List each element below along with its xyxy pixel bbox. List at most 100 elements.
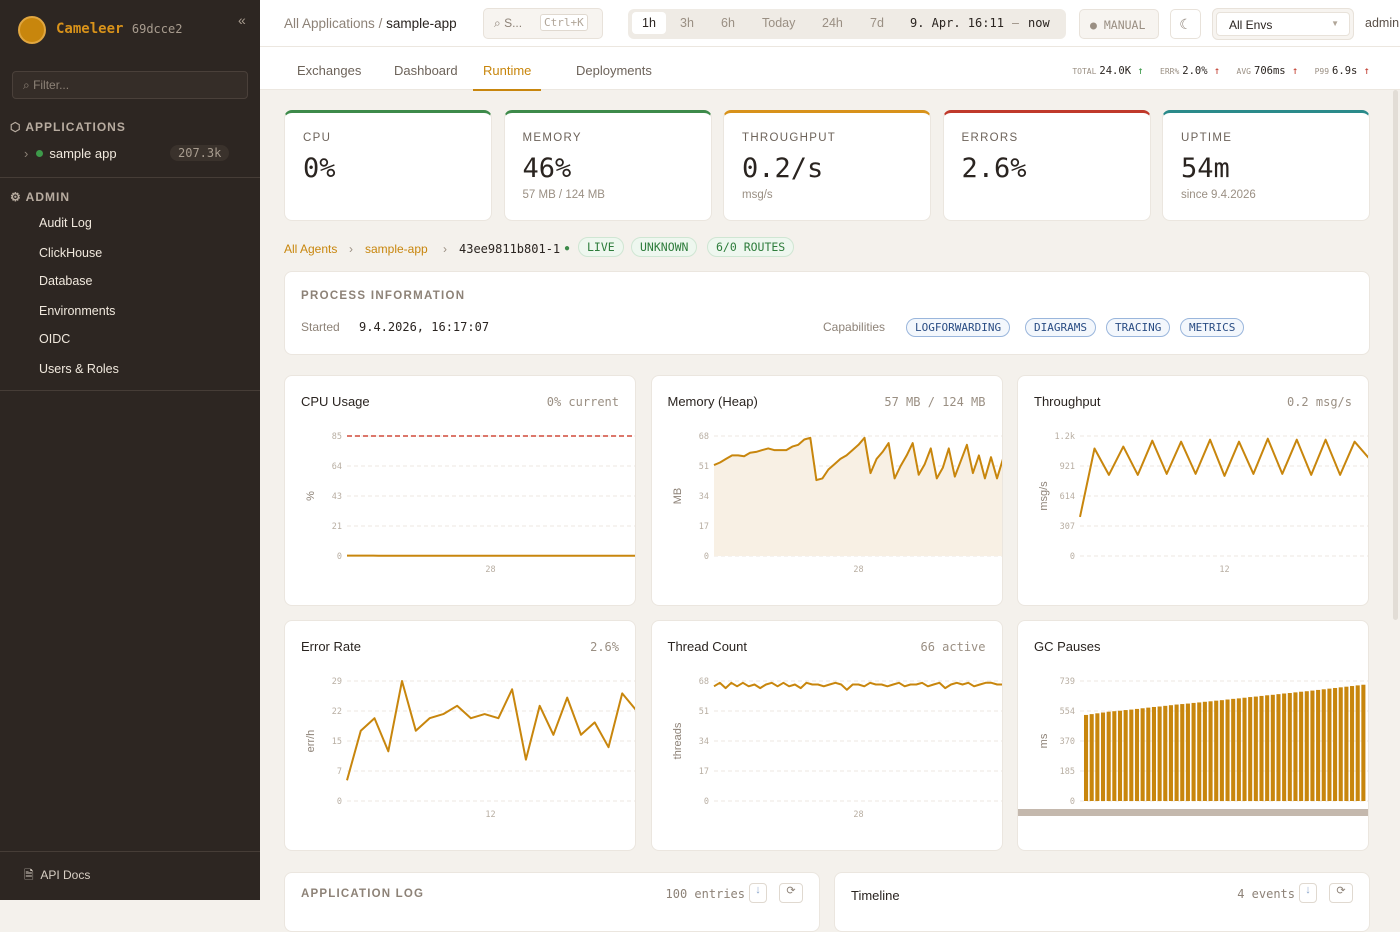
kpi-value: 0.2/s [742,153,823,184]
y-tick-label: 0 [337,797,342,807]
scroll-down-icon[interactable]: ↓ [1299,883,1317,903]
p99-label: P99 [1315,67,1329,76]
tab-deployments[interactable]: Deployments [576,63,652,78]
cameleer-logo [18,16,46,44]
api-docs-link[interactable]: 🗎 API Docs [24,866,90,887]
sidebar-item-oidc[interactable]: OIDC [39,332,70,346]
applications-section[interactable]: ⬡ APPLICATIONS [10,120,126,134]
y-tick-label: 68 [698,677,708,687]
filter-placeholder: Filter... [33,78,69,92]
gc-bar [1276,694,1280,801]
gc-bar [1084,715,1088,801]
gc-bar [1226,700,1230,801]
gc-bar [1293,692,1297,801]
avg-value: 706ms [1254,65,1286,77]
gc-bar [1339,687,1343,801]
series-line [1080,439,1369,517]
app-log-count: 100 entries [666,887,745,901]
gc-bar [1101,713,1105,801]
live-dot: ● [564,243,570,254]
range-1h[interactable]: 1h [632,12,666,34]
env-select[interactable]: All Envs▼ [1212,8,1354,40]
divider [0,851,260,852]
range-24h[interactable]: 24h [822,16,843,30]
search-button[interactable]: ⌕ S...Ctrl+K [483,8,603,39]
app-log-title: APPLICATION LOG [301,888,424,900]
y-tick-label: 22 [332,707,342,717]
process-info-card: PROCESS INFORMATION Started 9.4.2026, 16… [284,271,1370,355]
breadcrumb-current: sample-app [386,16,457,31]
y-tick-label: 7 [337,767,342,777]
started-value: 9.4.2026, 16:17:07 [359,320,489,334]
chevron-right-icon: › [349,242,353,256]
brand-name: Cameleer [56,21,123,37]
gc-bar [1322,689,1326,801]
sidebar-item-clickhouse[interactable]: ClickHouse [39,246,102,260]
sidebar-item-database[interactable]: Database [39,274,93,288]
application-log-card: APPLICATION LOG 100 entries ↓ ⟳ [284,872,820,932]
routes-badge: 6/0 ROUTES [707,237,794,257]
refresh-mode-button[interactable]: ● MANUAL [1079,9,1159,39]
err-label: ERR% [1160,67,1179,76]
y-tick-label: 921 [1060,462,1075,472]
filter-input[interactable]: ⌕ Filter... [12,71,248,99]
tab-dashboard[interactable]: Dashboard [394,63,458,78]
applications-label: APPLICATIONS [25,120,125,134]
x-tick-label: 12 [485,810,495,820]
started-label: Started [301,320,340,334]
range-to[interactable]: now [1028,16,1050,30]
kpi-label: CPU [303,132,331,144]
status-dot [36,150,43,157]
timeline-card: Timeline 4 events ↓ ⟳ [834,872,1370,932]
sidebar-item-audit-log[interactable]: Audit Log [39,216,92,230]
gc-bar [1118,711,1122,801]
gc-bar [1242,698,1246,801]
user-menu[interactable]: admin [1365,16,1399,30]
series-line [347,681,636,780]
gc-bar [1107,712,1111,801]
tab-exchanges[interactable]: Exchanges [297,63,361,78]
x-tick-label: 28 [485,565,495,575]
theme-toggle-moon-icon[interactable]: ☾ [1170,9,1201,39]
gc-bar [1175,705,1179,801]
y-tick-label: 0 [1070,797,1075,807]
tab-runtime[interactable]: Runtime [473,63,541,91]
tab-bar: Exchanges Dashboard Runtime Deployments … [260,47,1400,90]
range-7d[interactable]: 7d [870,16,884,30]
gc-bar [1299,692,1303,801]
gc-bar [1350,686,1354,801]
y-axis-label: err/h [305,730,317,753]
sidebar-item-environments[interactable]: Environments [39,304,115,318]
series-line [714,683,1003,690]
range-3h[interactable]: 3h [680,16,694,30]
y-tick-label: 185 [1060,767,1075,777]
search-placeholder: S... [504,16,522,30]
area-fill [714,438,1003,556]
agent-app-link[interactable]: sample-app [365,242,428,256]
refresh-icon[interactable]: ⟳ [779,883,803,903]
admin-section[interactable]: ⚙ ADMIN [10,190,70,204]
breadcrumb-root[interactable]: All Applications [284,16,375,31]
range-from[interactable]: 9. Apr. 16:11 [910,16,1004,30]
err-value: 2.0% [1182,65,1207,77]
app-name: sample app [49,146,116,161]
all-agents-link[interactable]: All Agents [284,242,337,256]
time-range-selector: 1h 3h 6h Today 24h 7d 9. Apr. 16:11 – no… [628,9,1066,39]
range-6h[interactable]: 6h [721,16,735,30]
capability-badge: TRACING [1106,318,1170,337]
sidebar-item-users-roles[interactable]: Users & Roles [39,362,119,376]
refresh-icon[interactable]: ⟳ [1329,883,1353,903]
gc-bar [1146,708,1150,801]
gc-bar [1203,702,1207,801]
range-today[interactable]: Today [762,16,795,30]
collapse-sidebar-icon[interactable]: « [238,12,246,28]
scroll-down-icon[interactable]: ↓ [749,883,767,903]
scrollbar[interactable] [1393,90,1398,620]
brand[interactable]: Cameleer 69dcce2 [56,21,182,37]
kpi-label: UPTIME [1181,132,1232,144]
